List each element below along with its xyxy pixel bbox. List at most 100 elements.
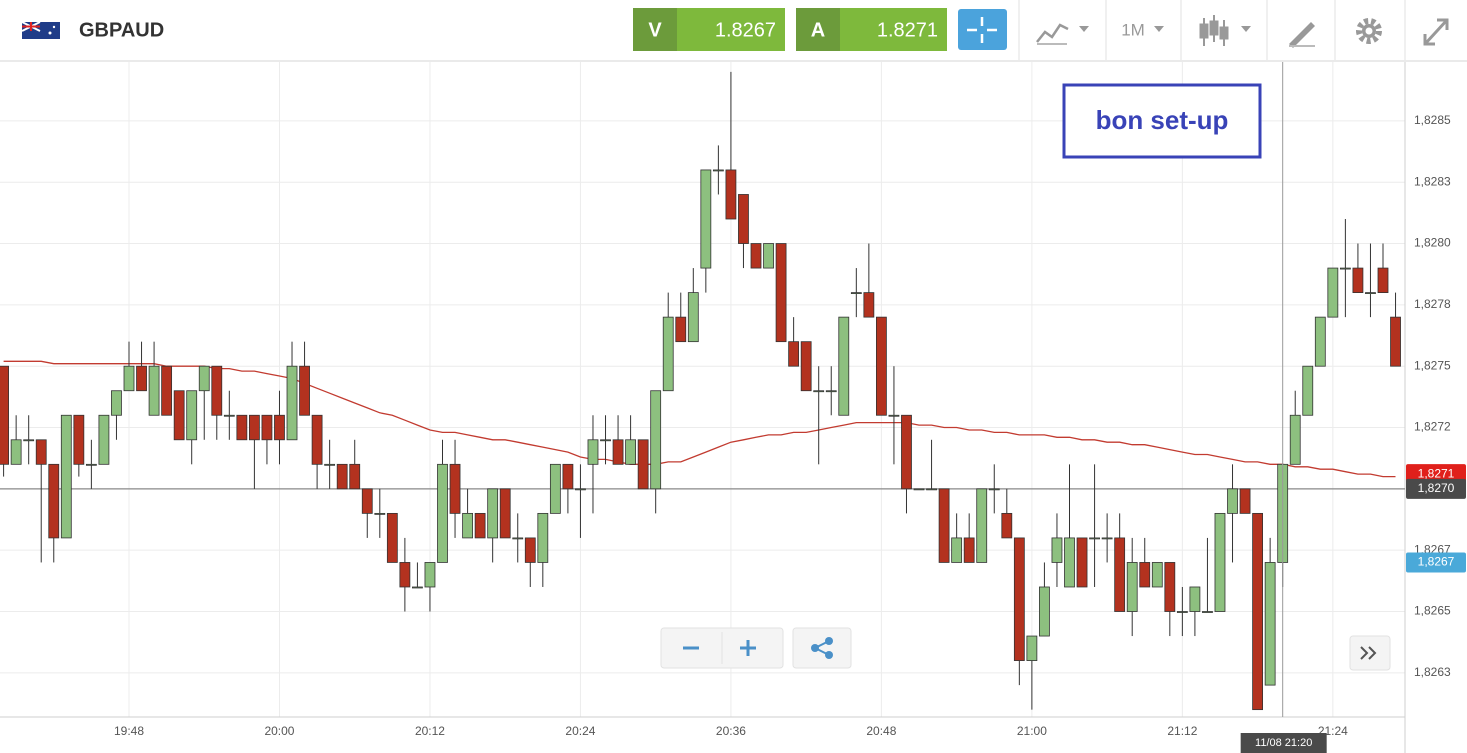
bid-button[interactable]: V 1.8267 xyxy=(633,8,785,51)
candle-body xyxy=(336,463,348,490)
toolbar-separators xyxy=(1018,0,1406,60)
y-tick-label: 1,8278 xyxy=(1414,297,1451,311)
price-tag xyxy=(1406,478,1466,499)
candle-body xyxy=(211,365,223,416)
candle-body xyxy=(1327,267,1339,318)
candle-body xyxy=(687,292,699,343)
candle-body xyxy=(963,537,975,563)
y-tick-label: 1,8265 xyxy=(1414,604,1451,618)
candle-body xyxy=(524,537,536,563)
candle-body xyxy=(286,365,298,441)
candle-body xyxy=(1101,537,1113,540)
candle-body xyxy=(1314,316,1326,367)
candle-body xyxy=(324,463,336,466)
y-tick-label: 1,8283 xyxy=(1414,174,1451,188)
candle-body xyxy=(462,512,473,539)
candle-body xyxy=(587,439,599,465)
price-tag-label: 1,8267 xyxy=(1418,555,1455,569)
timeframe: 1M xyxy=(1121,20,1145,39)
candle-body xyxy=(1289,414,1301,465)
candle-body xyxy=(299,365,310,416)
candle-body xyxy=(750,243,762,269)
candle-body xyxy=(361,488,373,514)
candle-body xyxy=(901,414,912,490)
candle-body xyxy=(1365,292,1376,294)
candle-body xyxy=(1264,562,1276,686)
candle-body xyxy=(926,488,937,491)
moving-average xyxy=(3,360,1396,478)
indicator-button[interactable] xyxy=(1036,23,1089,45)
candle-body xyxy=(236,414,248,441)
candle-body xyxy=(274,414,285,441)
candle-body xyxy=(700,169,712,269)
x-tick-label: 19:48 xyxy=(114,724,144,738)
candle-body xyxy=(1164,562,1176,612)
candle-body xyxy=(863,292,875,318)
candle-body xyxy=(424,562,436,588)
bid-label: V xyxy=(648,19,662,41)
candle-body xyxy=(625,439,636,465)
chart-type-button[interactable] xyxy=(1199,15,1251,46)
candle-body xyxy=(537,512,549,563)
x-tick-label: 20:36 xyxy=(716,724,746,738)
drawing-button[interactable] xyxy=(1289,22,1315,48)
price-tag-label: 1,8271 xyxy=(1418,466,1455,480)
ask-label: A xyxy=(811,19,825,41)
annotation-box xyxy=(1062,83,1262,159)
candle-body xyxy=(1039,586,1050,637)
price-tag-label: 1,8270 xyxy=(1418,481,1455,495)
candle-body xyxy=(1139,562,1151,588)
candle-body xyxy=(173,390,185,441)
ask-button[interactable]: A 1.8271 xyxy=(796,8,947,51)
scroll-right-button[interactable] xyxy=(1349,635,1391,671)
candle-body xyxy=(1076,537,1088,588)
candle-body xyxy=(951,537,963,563)
crosshair-tag xyxy=(1240,733,1327,753)
candle-body xyxy=(549,463,561,514)
settings-button[interactable] xyxy=(1356,18,1382,44)
candle-body xyxy=(437,463,448,563)
candle-body xyxy=(612,439,624,465)
timeframe-button[interactable]: 1M xyxy=(1121,20,1164,39)
candle-body xyxy=(1126,562,1138,612)
candle-body xyxy=(575,488,586,491)
y-tick-label: 1,8285 xyxy=(1414,113,1451,127)
candle-body xyxy=(976,488,988,563)
candle-body xyxy=(399,562,411,588)
crosshair-button[interactable] xyxy=(958,9,1007,50)
candle-body xyxy=(374,512,386,515)
candle-body xyxy=(1089,537,1100,540)
toolbar: GBPAUD V 1.8267 A 1.8271 1M xyxy=(0,0,1467,62)
candle-body xyxy=(562,463,574,490)
x-tick-label: 20:12 xyxy=(415,724,445,738)
candle-body xyxy=(637,439,649,490)
x-tick-label: 21:12 xyxy=(1167,724,1197,738)
y-tick-label: 1,8272 xyxy=(1414,420,1451,434)
candle-body xyxy=(850,292,862,294)
candle-body xyxy=(0,365,10,465)
candle-body xyxy=(1239,488,1251,514)
price-tag xyxy=(1406,552,1466,573)
share-button[interactable] xyxy=(792,627,852,669)
flag-icon xyxy=(21,21,60,39)
candle-body xyxy=(763,243,774,269)
candle-body xyxy=(111,390,122,416)
crosshair-label: 11/08 21:20 xyxy=(1255,737,1312,749)
candle-body xyxy=(825,390,837,393)
candle-body xyxy=(1013,537,1025,661)
candle-body xyxy=(1352,267,1364,293)
candle-body xyxy=(412,586,423,589)
candle-body xyxy=(1227,488,1238,514)
candle-body xyxy=(85,463,97,466)
candle-body xyxy=(1214,512,1226,612)
candle-body xyxy=(675,316,687,343)
candle-body xyxy=(136,365,147,392)
fullscreen-button[interactable] xyxy=(1423,18,1449,46)
x-tick-label: 21:00 xyxy=(1017,724,1047,738)
candle-body xyxy=(73,414,85,465)
zoom-buttons[interactable] xyxy=(660,627,784,669)
symbol: GBPAUD xyxy=(79,19,164,41)
candle-body xyxy=(161,365,173,416)
candle-body xyxy=(738,194,749,244)
